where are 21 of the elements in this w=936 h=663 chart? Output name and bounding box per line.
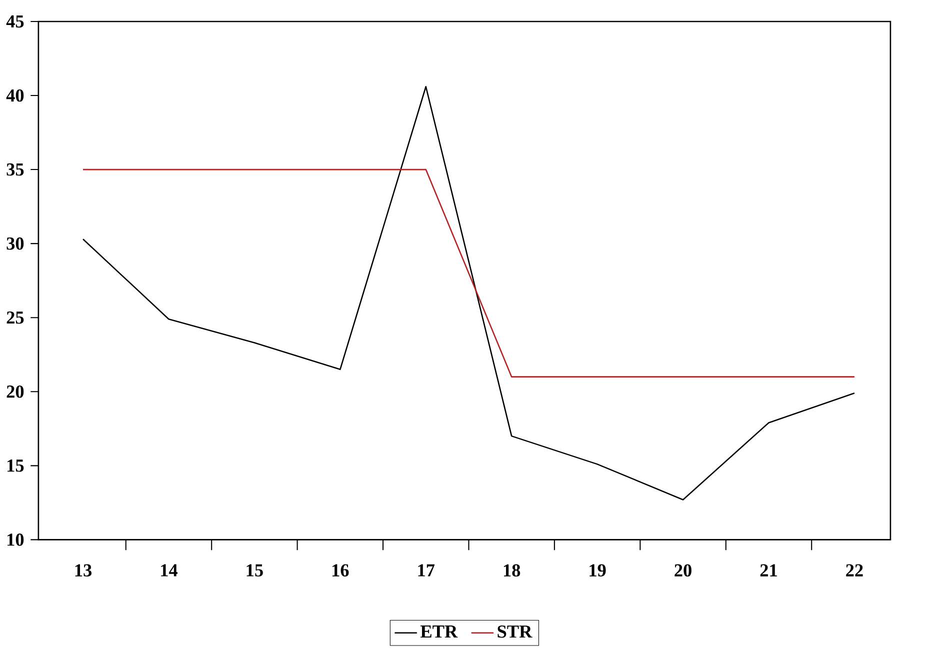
y-tick-label: 45 [6, 16, 24, 28]
y-tick-label: 10 [8, 534, 24, 546]
y-tick-label: 30 [6, 238, 24, 250]
line-series [82, 86, 856, 501]
x-tick-label: 13 [75, 564, 92, 577]
x-tick-label: 19 [590, 564, 606, 577]
x-tick-label: 20 [674, 564, 692, 577]
x-tick-label: 18 [504, 564, 520, 577]
x-tick-label: 15 [246, 564, 263, 577]
x-tick-label: 14 [161, 564, 178, 576]
y-tick-label: 40 [6, 90, 24, 102]
x-tick-label: 16 [332, 564, 349, 577]
x-tick-label: 22 [846, 564, 863, 576]
y-tick-label: 15 [8, 460, 24, 472]
y-tick-label: 20 [6, 386, 24, 398]
y-tick-label: 25 [6, 312, 24, 324]
legend-label: ETR [420, 626, 458, 638]
y-tick-label: 35 [6, 164, 24, 176]
legend-label: STR [498, 626, 532, 638]
x-tick-label: 17 [418, 564, 435, 576]
x-tick-label: 21 [760, 564, 777, 576]
